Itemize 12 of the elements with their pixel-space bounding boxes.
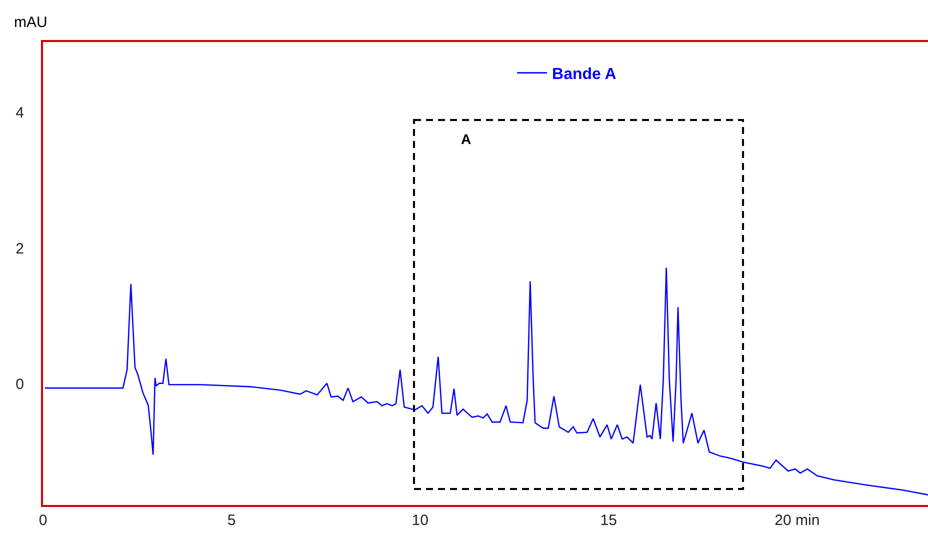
annotation: A bbox=[461, 131, 472, 147]
x-tick-label: 20 min bbox=[774, 512, 820, 529]
y-tick-label: 2 bbox=[16, 240, 24, 258]
x-tick-label: 15 bbox=[600, 512, 617, 529]
line-series bbox=[44, 267, 928, 496]
legend-label: Bande A bbox=[552, 66, 617, 84]
x-tick-label: 0 bbox=[38, 512, 48, 529]
y-tick-label: 0 bbox=[16, 376, 24, 394]
x-tick-label: 10 bbox=[412, 512, 428, 529]
y-tick-label: 4 bbox=[16, 104, 24, 122]
x-tick-label: 5 bbox=[227, 512, 236, 529]
y-axis-title: mAU bbox=[14, 14, 48, 31]
